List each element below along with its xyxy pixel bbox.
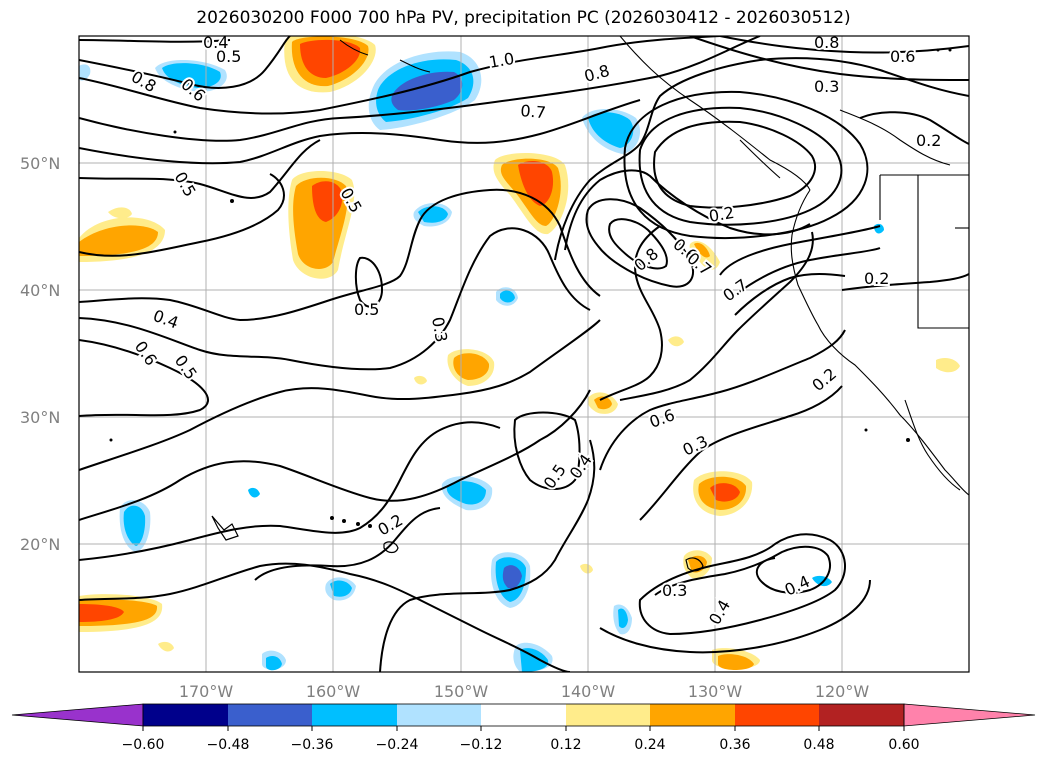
contour-label: 0.8 — [814, 33, 839, 52]
colorbar-extend-max — [903, 703, 1036, 727]
colorbar-extend-min — [11, 703, 144, 727]
colorbar: −0.60 −0.48 −0.36 −0.24 −0.12 0.12 0.24 … — [11, 703, 1036, 753]
contour-label: 0.6 — [890, 47, 915, 66]
lon-label-120w: 120°W — [815, 682, 870, 701]
colorbar-swatch — [819, 704, 904, 726]
lon-label-150w: 150°W — [434, 682, 489, 701]
lon-label-170w: 170°W — [179, 682, 234, 701]
colorbar-swatch — [481, 704, 566, 726]
contour-label: 0.5 — [354, 300, 379, 319]
lon-label-130w: 130°W — [688, 682, 743, 701]
colorbar-swatch — [143, 704, 228, 726]
precip-positive-shading — [79, 36, 960, 670]
colorbar-tick-label: 0.36 — [719, 737, 750, 753]
contour-label: 0.2 — [864, 269, 889, 288]
colorbar-tick-label: −0.36 — [291, 737, 334, 753]
contour-label: 0.4 — [203, 33, 228, 52]
colorbar-tick-label: 0.48 — [803, 737, 834, 753]
lat-label-40n: 40°N — [20, 281, 60, 300]
colorbar-swatch — [650, 704, 735, 726]
lat-label-20n: 20°N — [20, 535, 60, 554]
colorbar-swatch — [312, 704, 397, 726]
colorbar-frame — [142, 703, 905, 727]
latitude-labels: 50°N 40°N 30°N 20°N — [20, 154, 60, 554]
colorbar-tick-label: −0.24 — [376, 737, 419, 753]
map-title: 2026030200 F000 700 hPa PV, precipitatio… — [196, 8, 851, 28]
lat-label-30n: 30°N — [20, 408, 60, 427]
lon-label-160w: 160°W — [306, 682, 361, 701]
colorbar-swatch — [566, 704, 650, 726]
longitude-labels: 170°W 160°W 150°W 140°W 130°W 120°W — [179, 682, 870, 701]
colorbar-swatch — [397, 704, 481, 726]
colorbar-tick-label: −0.60 — [122, 737, 165, 753]
colorbar-tick-label: −0.12 — [460, 737, 503, 753]
lon-label-140w: 140°W — [561, 682, 616, 701]
colorbar-swatch — [228, 704, 312, 726]
colorbar-tick-label: 0.60 — [888, 737, 919, 753]
map-frame — [78, 35, 970, 673]
contour-label: 0.7 — [520, 101, 547, 122]
colorbar-tick-label: −0.48 — [207, 737, 250, 753]
contour-label: 0.5 — [216, 47, 241, 66]
map-panel: 0.4 0.5 0.8 0.6 1.0 0.8 0.8 0.6 0.3 0.7 … — [79, 33, 969, 672]
colorbar-swatch — [735, 704, 819, 726]
lat-label-50n: 50°N — [20, 154, 60, 173]
pv-contours — [79, 36, 969, 672]
islands — [109, 48, 952, 554]
precip-negative-shading — [79, 51, 884, 672]
contour-label: 0.3 — [662, 581, 687, 600]
colorbar-tick-label: 0.24 — [634, 737, 665, 753]
coastlines — [339, 36, 969, 496]
contour-label: 0.2 — [916, 131, 941, 150]
contour-label: 0.3 — [814, 77, 839, 96]
colorbar-ticks — [142, 726, 905, 731]
colorbar-tick-label: 0.12 — [550, 737, 581, 753]
